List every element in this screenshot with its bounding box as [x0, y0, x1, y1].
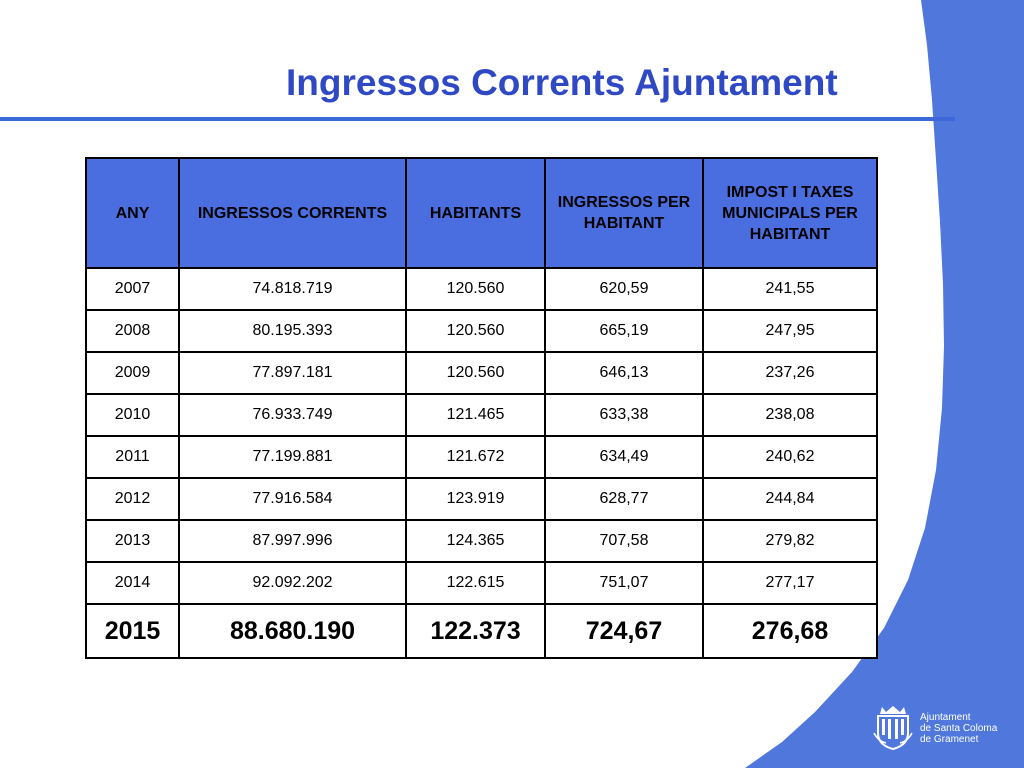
cell-habitants: 123.919 [405, 477, 546, 521]
cell-year: 2015 [85, 603, 180, 659]
cell-habitants: 120.560 [405, 351, 546, 395]
cell-per-habitant: 646,13 [544, 351, 704, 395]
table-row: 2014 92.092.202 122.615 751,07 277,17 [85, 561, 878, 605]
cell-ingressos: 74.818.719 [178, 267, 407, 311]
cell-ingressos: 77.897.181 [178, 351, 407, 395]
cell-taxes: 276,68 [702, 603, 878, 659]
municipal-logo-text: Ajuntament de Santa Coloma de Gramenet [920, 712, 997, 745]
cell-ingressos: 87.997.996 [178, 519, 407, 563]
cell-ingressos: 92.092.202 [178, 561, 407, 605]
title-underline [0, 117, 955, 121]
cell-ingressos: 80.195.393 [178, 309, 407, 353]
cell-taxes: 241,55 [702, 267, 878, 311]
cell-habitants: 124.365 [405, 519, 546, 563]
logo-line-2: de Santa Coloma [920, 723, 998, 734]
revenue-table: ANY INGRESSOS CORRENTS HABITANTS INGRESS… [85, 157, 878, 659]
header-habitants: HABITANTS [405, 157, 546, 269]
cell-ingressos: 88.680.190 [178, 603, 407, 659]
header-ingressos-per-habitant: INGRESSOS PER HABITANT [544, 157, 704, 269]
cell-year: 2014 [85, 561, 180, 605]
table-row: 2010 76.933.749 121.465 633,38 238,08 [85, 393, 878, 437]
table-row: 2013 87.997.996 124.365 707,58 279,82 [85, 519, 878, 563]
cell-ingressos: 77.916.584 [178, 477, 407, 521]
logo-line-1: Ajuntament [920, 712, 971, 723]
cell-per-habitant: 620,59 [544, 267, 704, 311]
cell-habitants: 122.373 [405, 603, 546, 659]
coat-of-arms-icon [873, 706, 913, 751]
table-row: 2008 80.195.393 120.560 665,19 247,95 [85, 309, 878, 353]
cell-habitants: 122.615 [405, 561, 546, 605]
cell-year: 2011 [85, 435, 180, 479]
cell-taxes: 240,62 [702, 435, 878, 479]
cell-taxes: 244,84 [702, 477, 878, 521]
cell-per-habitant: 633,38 [544, 393, 704, 437]
cell-per-habitant: 724,67 [544, 603, 704, 659]
cell-taxes: 247,95 [702, 309, 878, 353]
cell-habitants: 121.465 [405, 393, 546, 437]
header-ingressos-corrents: INGRESSOS CORRENTS [178, 157, 407, 269]
cell-per-habitant: 751,07 [544, 561, 704, 605]
cell-year: 2012 [85, 477, 180, 521]
cell-taxes: 277,17 [702, 561, 878, 605]
cell-habitants: 120.560 [405, 267, 546, 311]
header-impost-taxes: IMPOST I TAXES MUNICIPALS PER HABITANT [702, 157, 878, 269]
cell-per-habitant: 707,58 [544, 519, 704, 563]
cell-taxes: 237,26 [702, 351, 878, 395]
cell-year: 2009 [85, 351, 180, 395]
cell-year: 2010 [85, 393, 180, 437]
cell-year: 2008 [85, 309, 180, 353]
cell-taxes: 279,82 [702, 519, 878, 563]
cell-year: 2013 [85, 519, 180, 563]
cell-per-habitant: 634,49 [544, 435, 704, 479]
table-row: 2009 77.897.181 120.560 646,13 237,26 [85, 351, 878, 395]
table-row: 2012 77.916.584 123.919 628,77 244,84 [85, 477, 878, 521]
logo-line-3: de Gramenet [920, 734, 979, 745]
table-row: 2011 77.199.881 121.672 634,49 240,62 [85, 435, 878, 479]
header-any: ANY [85, 157, 180, 269]
cell-year: 2007 [85, 267, 180, 311]
cell-habitants: 120.560 [405, 309, 546, 353]
page-title: Ingressos Corrents Ajuntament [286, 62, 838, 103]
cell-ingressos: 76.933.749 [178, 393, 407, 437]
cell-per-habitant: 628,77 [544, 477, 704, 521]
cell-taxes: 238,08 [702, 393, 878, 437]
cell-habitants: 121.672 [405, 435, 546, 479]
table-row-highlight: 2015 88.680.190 122.373 724,67 276,68 [85, 603, 878, 659]
table-header-row: ANY INGRESSOS CORRENTS HABITANTS INGRESS… [85, 157, 878, 269]
table-row: 2007 74.818.719 120.560 620,59 241,55 [85, 267, 878, 311]
cell-per-habitant: 665,19 [544, 309, 704, 353]
cell-ingressos: 77.199.881 [178, 435, 407, 479]
